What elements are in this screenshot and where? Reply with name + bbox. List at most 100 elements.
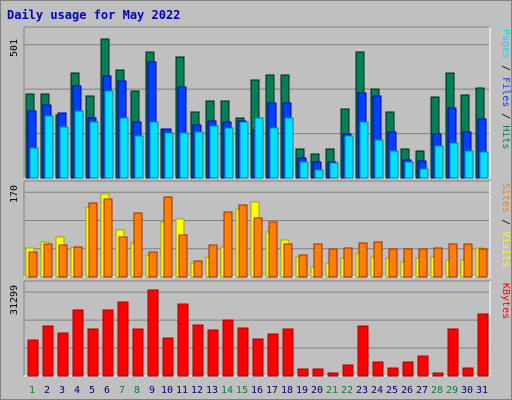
bottom-bar-kbytes-day-19 xyxy=(297,368,309,377)
middle-bar-sites-day-5 xyxy=(88,202,98,278)
middle-panel-legend: Sites / Visits xyxy=(500,183,511,267)
x-tick-label-day-29: 29 xyxy=(446,385,458,396)
middle-bar-sites-day-9 xyxy=(148,251,158,278)
x-tick-label-day-14: 14 xyxy=(221,385,233,396)
top-bar-pages-day-20 xyxy=(314,169,324,179)
x-tick-label-day-19: 19 xyxy=(296,385,308,396)
x-tick-label-day-3: 3 xyxy=(59,385,65,396)
bottom-bar-kbytes-day-10 xyxy=(162,337,174,377)
top-panel-ymax-label: 501 xyxy=(9,39,20,57)
x-tick-label-day-31: 31 xyxy=(476,385,488,396)
bottom-bar-kbytes-day-17 xyxy=(267,333,279,377)
legend-separator: / xyxy=(500,213,511,231)
middle-bar-sites-day-31 xyxy=(478,248,488,278)
bottom-bar-kbytes-day-13 xyxy=(207,329,219,377)
top-bar-pages-day-29 xyxy=(449,142,459,179)
bottom-bar-kbytes-day-21 xyxy=(327,372,339,377)
x-tick-label-day-1: 1 xyxy=(29,385,35,396)
top-bar-pages-day-11 xyxy=(179,132,189,179)
top-bar-pages-day-10 xyxy=(164,132,174,179)
bottom-bar-kbytes-day-25 xyxy=(387,367,399,377)
top-bar-pages-day-4 xyxy=(74,110,84,179)
legend-visits: Visits xyxy=(500,231,511,267)
middle-bar-sites-day-6 xyxy=(103,198,113,278)
top-bar-pages-day-27 xyxy=(419,168,429,179)
top-bar-pages-day-9 xyxy=(149,121,159,179)
x-tick-label-day-22: 22 xyxy=(341,385,353,396)
bottom-bar-kbytes-day-28 xyxy=(432,372,444,377)
top-bar-pages-day-16 xyxy=(254,117,264,179)
middle-bar-sites-day-21 xyxy=(328,248,338,278)
middle-bar-sites-day-25 xyxy=(388,248,398,278)
top-bar-pages-day-7 xyxy=(119,117,129,179)
top-bar-pages-day-28 xyxy=(434,145,444,179)
x-tick-label-day-18: 18 xyxy=(281,385,293,396)
top-bar-pages-day-21 xyxy=(329,162,339,179)
middle-bar-sites-day-12 xyxy=(193,260,203,278)
top-bar-pages-day-15 xyxy=(239,121,249,179)
legend-pages: Pages xyxy=(500,29,511,59)
bottom-bar-kbytes-day-2 xyxy=(42,325,54,377)
top-bar-pages-day-25 xyxy=(389,150,399,179)
bottom-bar-kbytes-day-29 xyxy=(447,328,459,377)
top-bar-pages-day-3 xyxy=(59,126,69,179)
bottom-bar-kbytes-day-31 xyxy=(477,313,489,377)
legend-separator: / xyxy=(500,59,511,77)
top-bar-pages-day-12 xyxy=(194,131,204,179)
top-bar-pages-day-31 xyxy=(479,151,489,179)
x-tick-label-day-21: 21 xyxy=(326,385,338,396)
top-bar-pages-day-23 xyxy=(359,121,369,179)
middle-bar-sites-day-27 xyxy=(418,248,428,278)
x-tick-label-day-24: 24 xyxy=(371,385,383,396)
legend-files: Files xyxy=(500,77,511,107)
x-tick-label-day-11: 11 xyxy=(176,385,188,396)
bottom-panel-ymax-label: 31299 xyxy=(9,285,20,315)
x-tick-label-day-26: 26 xyxy=(401,385,413,396)
bottom-bar-kbytes-day-30 xyxy=(462,367,474,377)
bottom-bar-kbytes-day-18 xyxy=(282,328,294,377)
bottom-bar-kbytes-day-5 xyxy=(87,328,99,377)
top-bar-pages-day-24 xyxy=(374,139,384,179)
bottom-bar-kbytes-day-27 xyxy=(417,355,429,377)
x-tick-label-day-17: 17 xyxy=(266,385,278,396)
x-tick-label-day-13: 13 xyxy=(206,385,218,396)
bottom-bar-kbytes-day-26 xyxy=(402,361,414,377)
bottom-bar-kbytes-day-20 xyxy=(312,368,324,377)
bottom-bar-kbytes-day-6 xyxy=(102,309,114,377)
middle-bar-sites-day-7 xyxy=(118,236,128,278)
top-bar-pages-day-13 xyxy=(209,125,219,179)
legend-kbytes: KBytes xyxy=(500,283,511,319)
bottom-bar-kbytes-day-12 xyxy=(192,324,204,377)
legend-hits: Hits xyxy=(500,125,511,149)
x-tick-label-day-20: 20 xyxy=(311,385,323,396)
middle-bar-sites-day-22 xyxy=(343,247,353,278)
top-bar-pages-day-18 xyxy=(284,117,294,179)
middle-bar-sites-day-24 xyxy=(373,241,383,278)
top-panel-legend: Pages / Files / Hits xyxy=(500,29,511,149)
middle-bar-sites-day-29 xyxy=(448,243,458,278)
x-tick-label-day-10: 10 xyxy=(161,385,173,396)
bottom-bar-kbytes-day-3 xyxy=(57,332,69,377)
middle-bar-sites-day-10 xyxy=(163,196,173,278)
middle-bar-sites-day-18 xyxy=(283,243,293,278)
middle-bar-sites-day-16 xyxy=(253,217,263,278)
middle-bar-sites-day-2 xyxy=(43,243,53,278)
bottom-bar-kbytes-day-7 xyxy=(117,301,129,377)
middle-panel-ymax-label: 170 xyxy=(9,185,20,203)
middle-bar-sites-day-23 xyxy=(358,242,368,278)
middle-bar-sites-day-13 xyxy=(208,244,218,278)
x-tick-label-day-6: 6 xyxy=(104,385,110,396)
middle-bar-sites-day-4 xyxy=(73,246,83,278)
top-bar-pages-day-5 xyxy=(89,121,99,179)
bottom-bar-kbytes-day-11 xyxy=(177,303,189,377)
top-bar-pages-day-6 xyxy=(104,90,114,179)
middle-bar-sites-day-1 xyxy=(28,251,38,278)
legend-sites: Sites xyxy=(500,183,511,213)
x-tick-label-day-25: 25 xyxy=(386,385,398,396)
top-bar-pages-day-8 xyxy=(134,135,144,179)
x-tick-label-day-8: 8 xyxy=(134,385,140,396)
top-bar-pages-day-26 xyxy=(404,161,414,179)
legend-separator: / xyxy=(500,107,511,125)
bottom-panel-legend: KBytes xyxy=(500,283,511,319)
